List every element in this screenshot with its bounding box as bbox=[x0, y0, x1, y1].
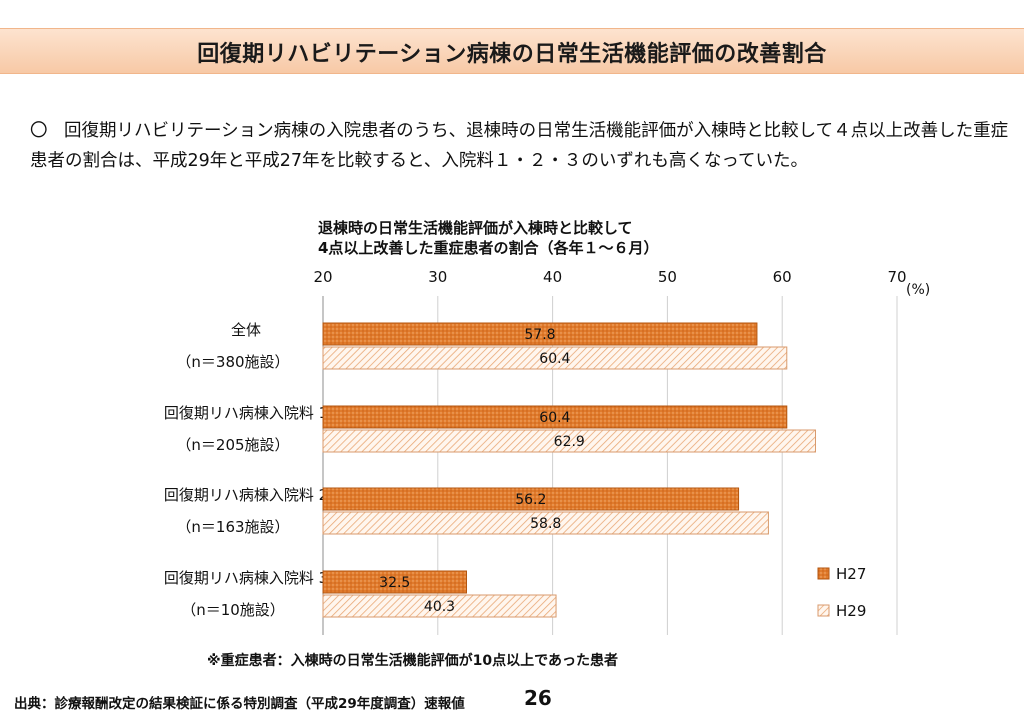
data-label: 56.2 bbox=[515, 492, 546, 508]
x-tick-label: 50 bbox=[658, 268, 677, 286]
data-label: 40.3 bbox=[424, 599, 455, 615]
category-n-label: （n＝163施設） bbox=[176, 518, 289, 536]
lead-text: 回復期リハビリテーション病棟の入院患者のうち、退棟時の日常生活機能評価が入棟時と… bbox=[30, 121, 1009, 171]
category-n-label: （n＝380施設） bbox=[176, 353, 289, 371]
category-n-label: （n＝10施設） bbox=[181, 601, 285, 619]
footnote: ※重症患者：入棟時の日常生活機能評価が10点以上であった患者 bbox=[207, 653, 618, 669]
data-label: 32.5 bbox=[379, 575, 410, 591]
x-unit-label: (%) bbox=[906, 282, 930, 298]
legend-swatch-h29 bbox=[817, 604, 830, 617]
bar-h29 bbox=[322, 511, 769, 535]
legend-swatch-h27 bbox=[817, 567, 830, 580]
category-label: 全体 bbox=[231, 321, 261, 339]
x-tick-label: 20 bbox=[313, 268, 332, 286]
chart-title-line-2: 4点以上改善した重症患者の割合（各年１～６月） bbox=[318, 239, 659, 257]
x-tick-label: 30 bbox=[428, 268, 447, 286]
circle-mark-icon: 〇 bbox=[30, 121, 48, 141]
x-tick-label: 70 bbox=[887, 268, 906, 286]
data-label: 60.4 bbox=[539, 351, 570, 367]
legend-label-h27: H27 bbox=[836, 565, 866, 583]
data-label: 60.4 bbox=[539, 410, 570, 426]
chart-title: 退棟時の日常生活機能評価が入棟時と比較して 4点以上改善した重症患者の割合（各年… bbox=[318, 218, 658, 258]
chart-title-line-1: 退棟時の日常生活機能評価が入棟時と比較して bbox=[318, 219, 633, 237]
x-tick-label: 40 bbox=[543, 268, 562, 286]
data-label: 58.8 bbox=[530, 516, 561, 532]
page-number: 26 bbox=[524, 686, 552, 710]
bar-h27 bbox=[322, 405, 788, 429]
bar-h27 bbox=[322, 322, 758, 346]
bar-h27 bbox=[322, 487, 740, 511]
bar-h27 bbox=[322, 570, 467, 594]
bar-h29 bbox=[322, 594, 557, 618]
bar-h29 bbox=[322, 429, 816, 453]
category-label: 回復期リハ病棟入院料 1 bbox=[164, 404, 328, 422]
lead-paragraph: 〇回復期リハビリテーション病棟の入院患者のうち、退棟時の日常生活機能評価が入棟時… bbox=[30, 116, 1010, 176]
category-label: 回復期リハ病棟入院料 3 bbox=[164, 569, 328, 587]
title-band bbox=[0, 28, 1024, 74]
data-label: 57.8 bbox=[524, 327, 555, 343]
x-tick-label: 60 bbox=[773, 268, 792, 286]
bar-h29 bbox=[322, 346, 788, 370]
page-title: 回復期リハビリテーション病棟の日常生活機能評価の改善割合 bbox=[197, 42, 827, 67]
data-label: 62.9 bbox=[554, 434, 585, 450]
category-n-label: （n＝205施設） bbox=[176, 436, 289, 454]
category-label: 回復期リハ病棟入院料 2 bbox=[164, 486, 328, 504]
source-note: 出典：診療報酬改定の結果検証に係る特別調査（平成29年度調査）速報値 bbox=[14, 696, 465, 712]
legend-label-h29: H29 bbox=[836, 602, 866, 620]
